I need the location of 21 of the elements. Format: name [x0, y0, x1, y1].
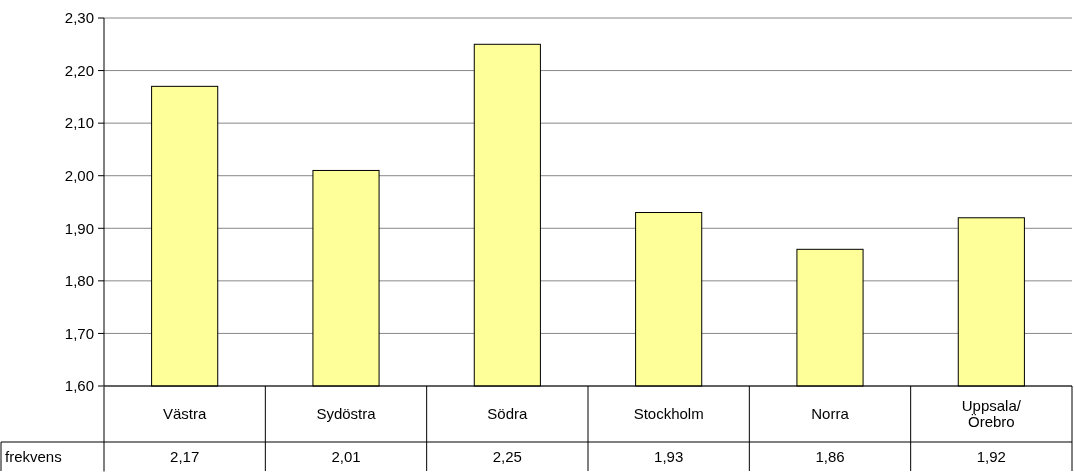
- x-tick-label: Södra: [487, 405, 528, 423]
- y-tick-label: 1,60: [64, 377, 94, 395]
- x-tick-label: Norra: [811, 405, 850, 423]
- x-tick-label: Västra: [162, 405, 207, 423]
- y-tick-label: 2,30: [64, 9, 94, 27]
- text: 2,01: [331, 448, 361, 466]
- y-tick-label: 2,00: [64, 166, 94, 184]
- y-tick-label: 1,80: [64, 272, 94, 290]
- text: 1,92: [976, 448, 1006, 466]
- x-tick-label: Sydöstra: [316, 405, 377, 423]
- y-tick-label: 2,20: [64, 61, 94, 79]
- x-tick-label: Uppsala/ Örebro: [961, 397, 1022, 430]
- text: 2,17: [170, 448, 200, 466]
- text: 1,86: [815, 448, 845, 466]
- y-tick-label: 2,10: [64, 114, 94, 132]
- legend-label: frekvens: [5, 448, 62, 466]
- y-tick-label: 1,70: [64, 324, 94, 342]
- text: 1,93: [654, 448, 684, 466]
- x-tick-label: Stockholm: [633, 405, 704, 423]
- text: 2,25: [492, 448, 522, 466]
- y-tick-label: 1,90: [64, 219, 94, 237]
